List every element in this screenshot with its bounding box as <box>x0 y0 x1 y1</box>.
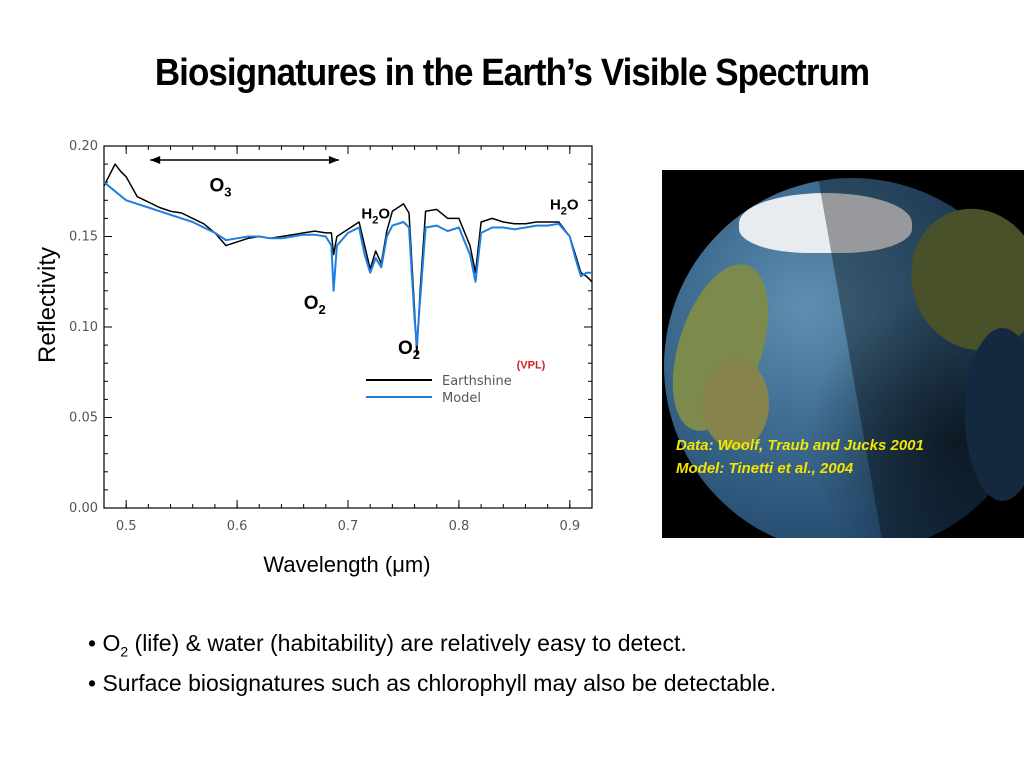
bullet-surface-text: Surface biosignatures such as chlorophyl… <box>96 669 777 696</box>
earth-image-panel: Data: Woolf, Traub and Jucks 2001 Model:… <box>662 170 1024 538</box>
bullet-o2-prefix: O <box>102 630 121 656</box>
o3-band-arrowhead-left <box>150 156 161 164</box>
annotation-label: (VPL) <box>517 360 546 372</box>
series-line-model <box>103 181 592 347</box>
bullet-list: • O2 (life) & water (habitability) are r… <box>88 628 776 699</box>
bullet-mark: • <box>88 669 97 696</box>
bullet-mark: • <box>88 630 97 656</box>
legend: Earthshine Model <box>366 374 512 406</box>
annotations: O3 H2O H2O O2 O2 (VPL) <box>150 156 579 372</box>
y-tick-label: 0.20 <box>69 139 98 154</box>
y-tick-label: 0.15 <box>69 230 98 245</box>
x-axis-ticks: 0.5 0.6 0.7 0.8 0.9 <box>103 146 593 534</box>
bullet-item-surface: • Surface biosignatures such as chloroph… <box>88 668 776 699</box>
y-tick-label: 0.00 <box>69 501 98 516</box>
annotation-label: H2O <box>550 196 579 217</box>
x-tick-label: 0.8 <box>449 519 470 534</box>
y-tick-label: 0.10 <box>69 320 98 335</box>
arctic-ice <box>739 193 913 254</box>
annotation-label: O2 <box>304 293 326 317</box>
model-credit: Model: Tinetti et al., 2004 <box>676 460 854 477</box>
legend-label-earthshine: Earthshine <box>442 374 512 389</box>
earth-globe-image <box>662 178 1024 538</box>
plot-border <box>103 145 593 509</box>
x-tick-label: 0.7 <box>338 519 359 534</box>
bullet-o2-subscript: 2 <box>120 643 129 660</box>
data-credit: Data: Woolf, Traub and Jucks 2001 <box>676 437 924 454</box>
annotation-label: H2O <box>361 205 390 226</box>
series-line-earthshine <box>103 163 593 355</box>
y-axis-label: Reflectivity <box>34 247 61 363</box>
bullet-o2-text: (life) & water (habitability) are relati… <box>128 630 687 656</box>
annotation-label: O2 <box>398 338 420 362</box>
x-axis-label: Wavelength (μm) <box>263 552 430 577</box>
bullet-item-o2: • O2 (life) & water (habitability) are r… <box>88 628 776 668</box>
plot-frame <box>103 145 593 509</box>
y-tick-label: 0.05 <box>69 411 98 426</box>
annotation-label: O3 <box>209 175 231 199</box>
indonesia-landmass <box>701 358 770 449</box>
legend-label-model: Model <box>442 391 481 406</box>
x-tick-label: 0.5 <box>116 519 137 534</box>
o3-band-arrowhead-right <box>328 156 339 164</box>
x-tick-label: 0.6 <box>227 519 248 534</box>
x-tick-label: 0.9 <box>559 519 580 534</box>
series-lines <box>103 163 593 355</box>
slide-title: Biosignatures in the Earth’s Visible Spe… <box>154 52 870 94</box>
y-axis-ticks: 0.00 0.05 0.10 0.15 0.20 <box>69 139 592 516</box>
night-side <box>964 328 1024 502</box>
